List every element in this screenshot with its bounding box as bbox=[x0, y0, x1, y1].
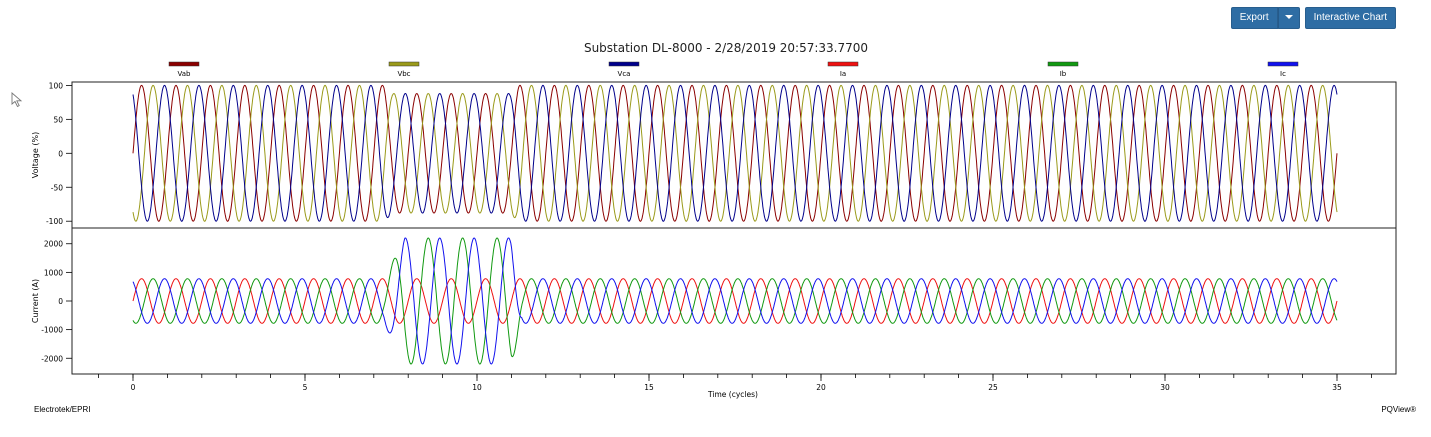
legend-swatch-ia bbox=[827, 61, 859, 67]
legend-label-ic: Ic bbox=[1280, 70, 1286, 78]
y-tick-label: -100 bbox=[46, 217, 63, 226]
legend-label-ia: Ia bbox=[840, 70, 846, 78]
series-line-vca bbox=[132, 84, 1338, 222]
waveform-chart[interactable]: Substation DL-8000 - 2/28/2019 20:57:33.… bbox=[0, 0, 1431, 400]
voltage-series bbox=[132, 84, 1338, 222]
voltage-panel: Voltage (%) -100 -50 0 50 100 bbox=[31, 81, 1397, 229]
toolbar: Export Interactive Chart bbox=[1230, 7, 1396, 29]
x-tick-label: 20 bbox=[816, 383, 826, 392]
x-tick-label: 25 bbox=[988, 383, 998, 392]
y-tick-label: -1000 bbox=[41, 326, 63, 335]
export-dropdown-button[interactable] bbox=[1277, 7, 1300, 29]
legend-label-vab: Vab bbox=[178, 70, 192, 78]
y-tick-label: 50 bbox=[53, 115, 63, 124]
legend-swatch-ic bbox=[1267, 61, 1299, 67]
voltage-axis-label: Voltage (%) bbox=[31, 132, 40, 178]
legend-swatch-vab bbox=[168, 61, 200, 67]
y-tick-label: 100 bbox=[49, 81, 64, 90]
series-line-vab bbox=[132, 84, 1338, 222]
series-line-ib bbox=[132, 237, 1338, 365]
current-axis-label: Current (A) bbox=[31, 279, 40, 323]
current-y-axis: -2000 -1000 0 1000 2000 bbox=[41, 240, 72, 363]
series-line-vbc bbox=[132, 84, 1338, 222]
current-panel: Current (A) -2000 -1000 0 1000 2000 bbox=[31, 227, 1397, 375]
legend-label-ib: Ib bbox=[1060, 70, 1067, 78]
x-tick-label: 30 bbox=[1160, 383, 1170, 392]
legend-swatch-ib bbox=[1047, 61, 1079, 67]
export-button[interactable]: Export bbox=[1230, 7, 1278, 29]
y-tick-label: 2000 bbox=[44, 240, 63, 249]
y-tick-label: 0 bbox=[58, 149, 63, 158]
y-tick-label: 0 bbox=[58, 297, 63, 306]
x-axis: 0 5 10 15 20 25 30 35 bbox=[98, 374, 1372, 392]
x-tick-label: 35 bbox=[1332, 383, 1342, 392]
legend: Vab Vbc Vca Ia Ib Ic bbox=[168, 61, 1299, 78]
caret-down-icon bbox=[1284, 15, 1293, 20]
x-tick-label: 10 bbox=[472, 383, 482, 392]
x-tick-label: 0 bbox=[131, 383, 136, 392]
series-line-ic bbox=[132, 237, 1338, 365]
y-tick-label: -50 bbox=[51, 183, 63, 192]
voltage-y-axis: -100 -50 0 50 100 bbox=[46, 81, 72, 226]
y-tick-label: 1000 bbox=[44, 268, 63, 277]
legend-label-vbc: Vbc bbox=[397, 70, 410, 78]
legend-swatch-vbc bbox=[388, 61, 420, 67]
x-tick-label: 5 bbox=[303, 383, 308, 392]
current-series bbox=[132, 237, 1338, 365]
series-line-ia bbox=[132, 278, 1338, 324]
legend-label-vca: Vca bbox=[618, 70, 631, 78]
interactive-chart-button[interactable]: Interactive Chart bbox=[1304, 7, 1396, 29]
legend-swatch-vca bbox=[608, 61, 640, 67]
chart-title: Substation DL-8000 - 2/28/2019 20:57:33.… bbox=[584, 41, 868, 55]
footer-credit: Electrotek/EPRI bbox=[34, 405, 91, 414]
export-button-group: Export bbox=[1230, 7, 1300, 29]
y-tick-label: -2000 bbox=[41, 354, 63, 363]
x-axis-label: Time (cycles) bbox=[707, 390, 758, 399]
footer-brand: PQView® bbox=[1381, 405, 1416, 414]
x-tick-label: 15 bbox=[644, 383, 654, 392]
mouse-cursor-icon bbox=[11, 92, 23, 108]
current-plot-frame bbox=[71, 227, 1397, 375]
